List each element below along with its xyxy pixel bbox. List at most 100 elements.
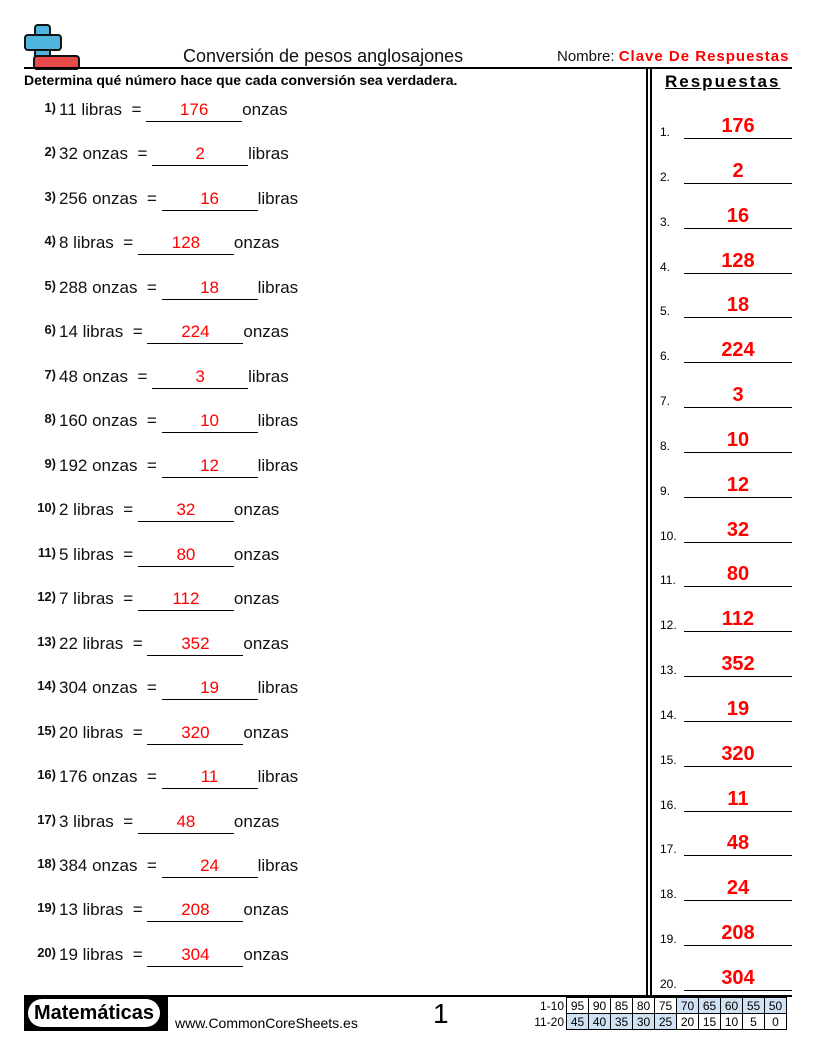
answer-key-row: 15. 320 xyxy=(660,741,792,767)
problem-unit: libras xyxy=(257,767,299,787)
answer-value: 48 xyxy=(684,832,792,857)
answer-value: 18 xyxy=(684,294,792,319)
problem-question: 304 onzas = xyxy=(59,678,157,698)
answer-value: 352 xyxy=(684,653,792,678)
problem-question: 192 onzas = xyxy=(59,455,157,475)
problem-question: 13 libras = xyxy=(59,900,143,920)
problem-question: 384 onzas = xyxy=(59,855,157,875)
score-cell: 85 xyxy=(610,997,633,1014)
answer-blank: 320 xyxy=(147,723,244,745)
answer-value: 320 xyxy=(684,743,792,767)
answer-key-row: 5. 18 xyxy=(660,292,792,319)
answer-blank: 208 xyxy=(147,900,244,923)
problem-question: 22 libras = xyxy=(59,633,143,653)
problem-row: 18) 384 onzas = 24 libras xyxy=(24,856,298,878)
problem-row: 2) 32 onzas = 2 libras xyxy=(24,144,289,167)
problem-question: 160 onzas = xyxy=(59,411,157,431)
problem-number: 8) xyxy=(44,411,56,427)
score-cell: 60 xyxy=(720,997,743,1014)
site-url: www.CommonCoreSheets.es xyxy=(175,1015,358,1031)
answer-blank: 32 xyxy=(137,500,234,523)
problem-row: 11) 5 libras = 80 onzas xyxy=(24,545,279,567)
answer-key-row: 1. 176 xyxy=(660,113,792,139)
score-cell: 15 xyxy=(698,1013,721,1030)
answer-blank: 24 xyxy=(161,856,258,878)
problem-number: 12) xyxy=(37,589,56,605)
problem-row: 4) 8 libras = 128 onzas xyxy=(24,233,279,256)
problem-number: 15) xyxy=(37,722,56,738)
score-cell: 30 xyxy=(632,1013,655,1030)
problem-number: 11) xyxy=(37,544,56,560)
answer-value: 208 xyxy=(684,922,792,947)
answer-value: 16 xyxy=(684,205,792,229)
answers-heading: Respuestas xyxy=(665,72,781,91)
score-cell: 10 xyxy=(720,1013,743,1030)
problem-number: 7) xyxy=(44,366,56,382)
score-cell: 45 xyxy=(566,1013,589,1030)
problem-unit: libras xyxy=(257,855,299,875)
answer-value: 3 xyxy=(684,384,792,409)
answer-key-row: 6. 224 xyxy=(660,337,792,364)
answer-blank: 128 xyxy=(137,233,234,256)
problem-unit: onzas xyxy=(233,544,280,564)
score-cell: 80 xyxy=(632,997,655,1014)
answer-value: 11 xyxy=(684,788,792,812)
answer-blank: 80 xyxy=(137,545,234,567)
problem-row: 14) 304 onzas = 19 libras xyxy=(24,678,298,701)
answer-number: 13. xyxy=(660,663,677,678)
answer-key-row: 19. 208 xyxy=(660,920,792,947)
page-number: 1 xyxy=(433,998,449,1029)
problem-question: 176 onzas = xyxy=(59,767,157,787)
score-cell: 65 xyxy=(698,997,721,1014)
answer-number: 11. xyxy=(660,573,676,588)
answer-blank: 224 xyxy=(147,322,244,345)
problem-row: 20) 19 libras = 304 onzas xyxy=(24,945,289,967)
problem-unit: onzas xyxy=(243,944,289,964)
divider xyxy=(24,995,792,997)
score-cell: 25 xyxy=(654,1013,677,1030)
answer-blank: 2 xyxy=(152,144,249,167)
problem-question: 11 libras = xyxy=(59,100,142,119)
problem-number: 3) xyxy=(44,188,56,204)
answer-key-row: 20. 304 xyxy=(660,965,792,991)
answer-value: 2 xyxy=(684,160,792,184)
problem-question: 7 libras = xyxy=(59,589,134,609)
divider xyxy=(24,67,792,69)
problem-row: 9) 192 onzas = 12 libras xyxy=(24,456,298,478)
problem-row: 10) 2 libras = 32 onzas xyxy=(24,500,279,523)
answer-number: 5. xyxy=(660,304,671,319)
answer-number: 2. xyxy=(660,169,671,184)
problem-row: 6) 14 libras = 224 onzas xyxy=(24,322,289,345)
answer-value: 10 xyxy=(684,429,792,453)
problem-number: 4) xyxy=(44,233,56,249)
answer-value: 176 xyxy=(684,115,792,139)
problem-unit: onzas xyxy=(243,322,289,342)
score-row: 1-10 95 90 85 80 75 70 65 60 55 50 xyxy=(528,997,787,1014)
answer-number: 1. xyxy=(660,125,671,139)
answer-blank: 304 xyxy=(147,945,244,967)
answer-key-row: 9. 12 xyxy=(660,472,792,498)
problem-row: 12) 7 libras = 112 onzas xyxy=(24,589,279,612)
answer-value: 32 xyxy=(684,519,792,543)
problem-number: 10) xyxy=(37,500,56,516)
name-field: Nombre: Clave De Respuestas xyxy=(557,48,789,65)
answer-blank: 19 xyxy=(161,678,258,701)
answer-number: 6. xyxy=(660,349,671,364)
problem-unit: onzas xyxy=(233,811,280,831)
answer-value: 12 xyxy=(684,474,792,498)
answer-number: 15. xyxy=(660,752,677,767)
answer-blank: 11 xyxy=(161,767,258,790)
answer-blank: 10 xyxy=(161,411,258,434)
score-row: 11-20 45 40 35 30 25 20 15 10 5 0 xyxy=(528,1013,787,1030)
answer-number: 10. xyxy=(660,528,677,543)
problem-unit: libras xyxy=(257,188,299,208)
problem-unit: onzas xyxy=(243,900,289,920)
name-label: Nombre: xyxy=(557,48,615,65)
answer-key-row: 14. 19 xyxy=(660,696,792,722)
problem-number: 14) xyxy=(37,678,56,694)
problem-number: 6) xyxy=(44,322,56,338)
problem-question: 19 libras = xyxy=(59,944,143,964)
problem-unit: libras xyxy=(257,411,299,431)
problem-number: 16) xyxy=(37,767,56,783)
answer-number: 19. xyxy=(660,932,677,947)
